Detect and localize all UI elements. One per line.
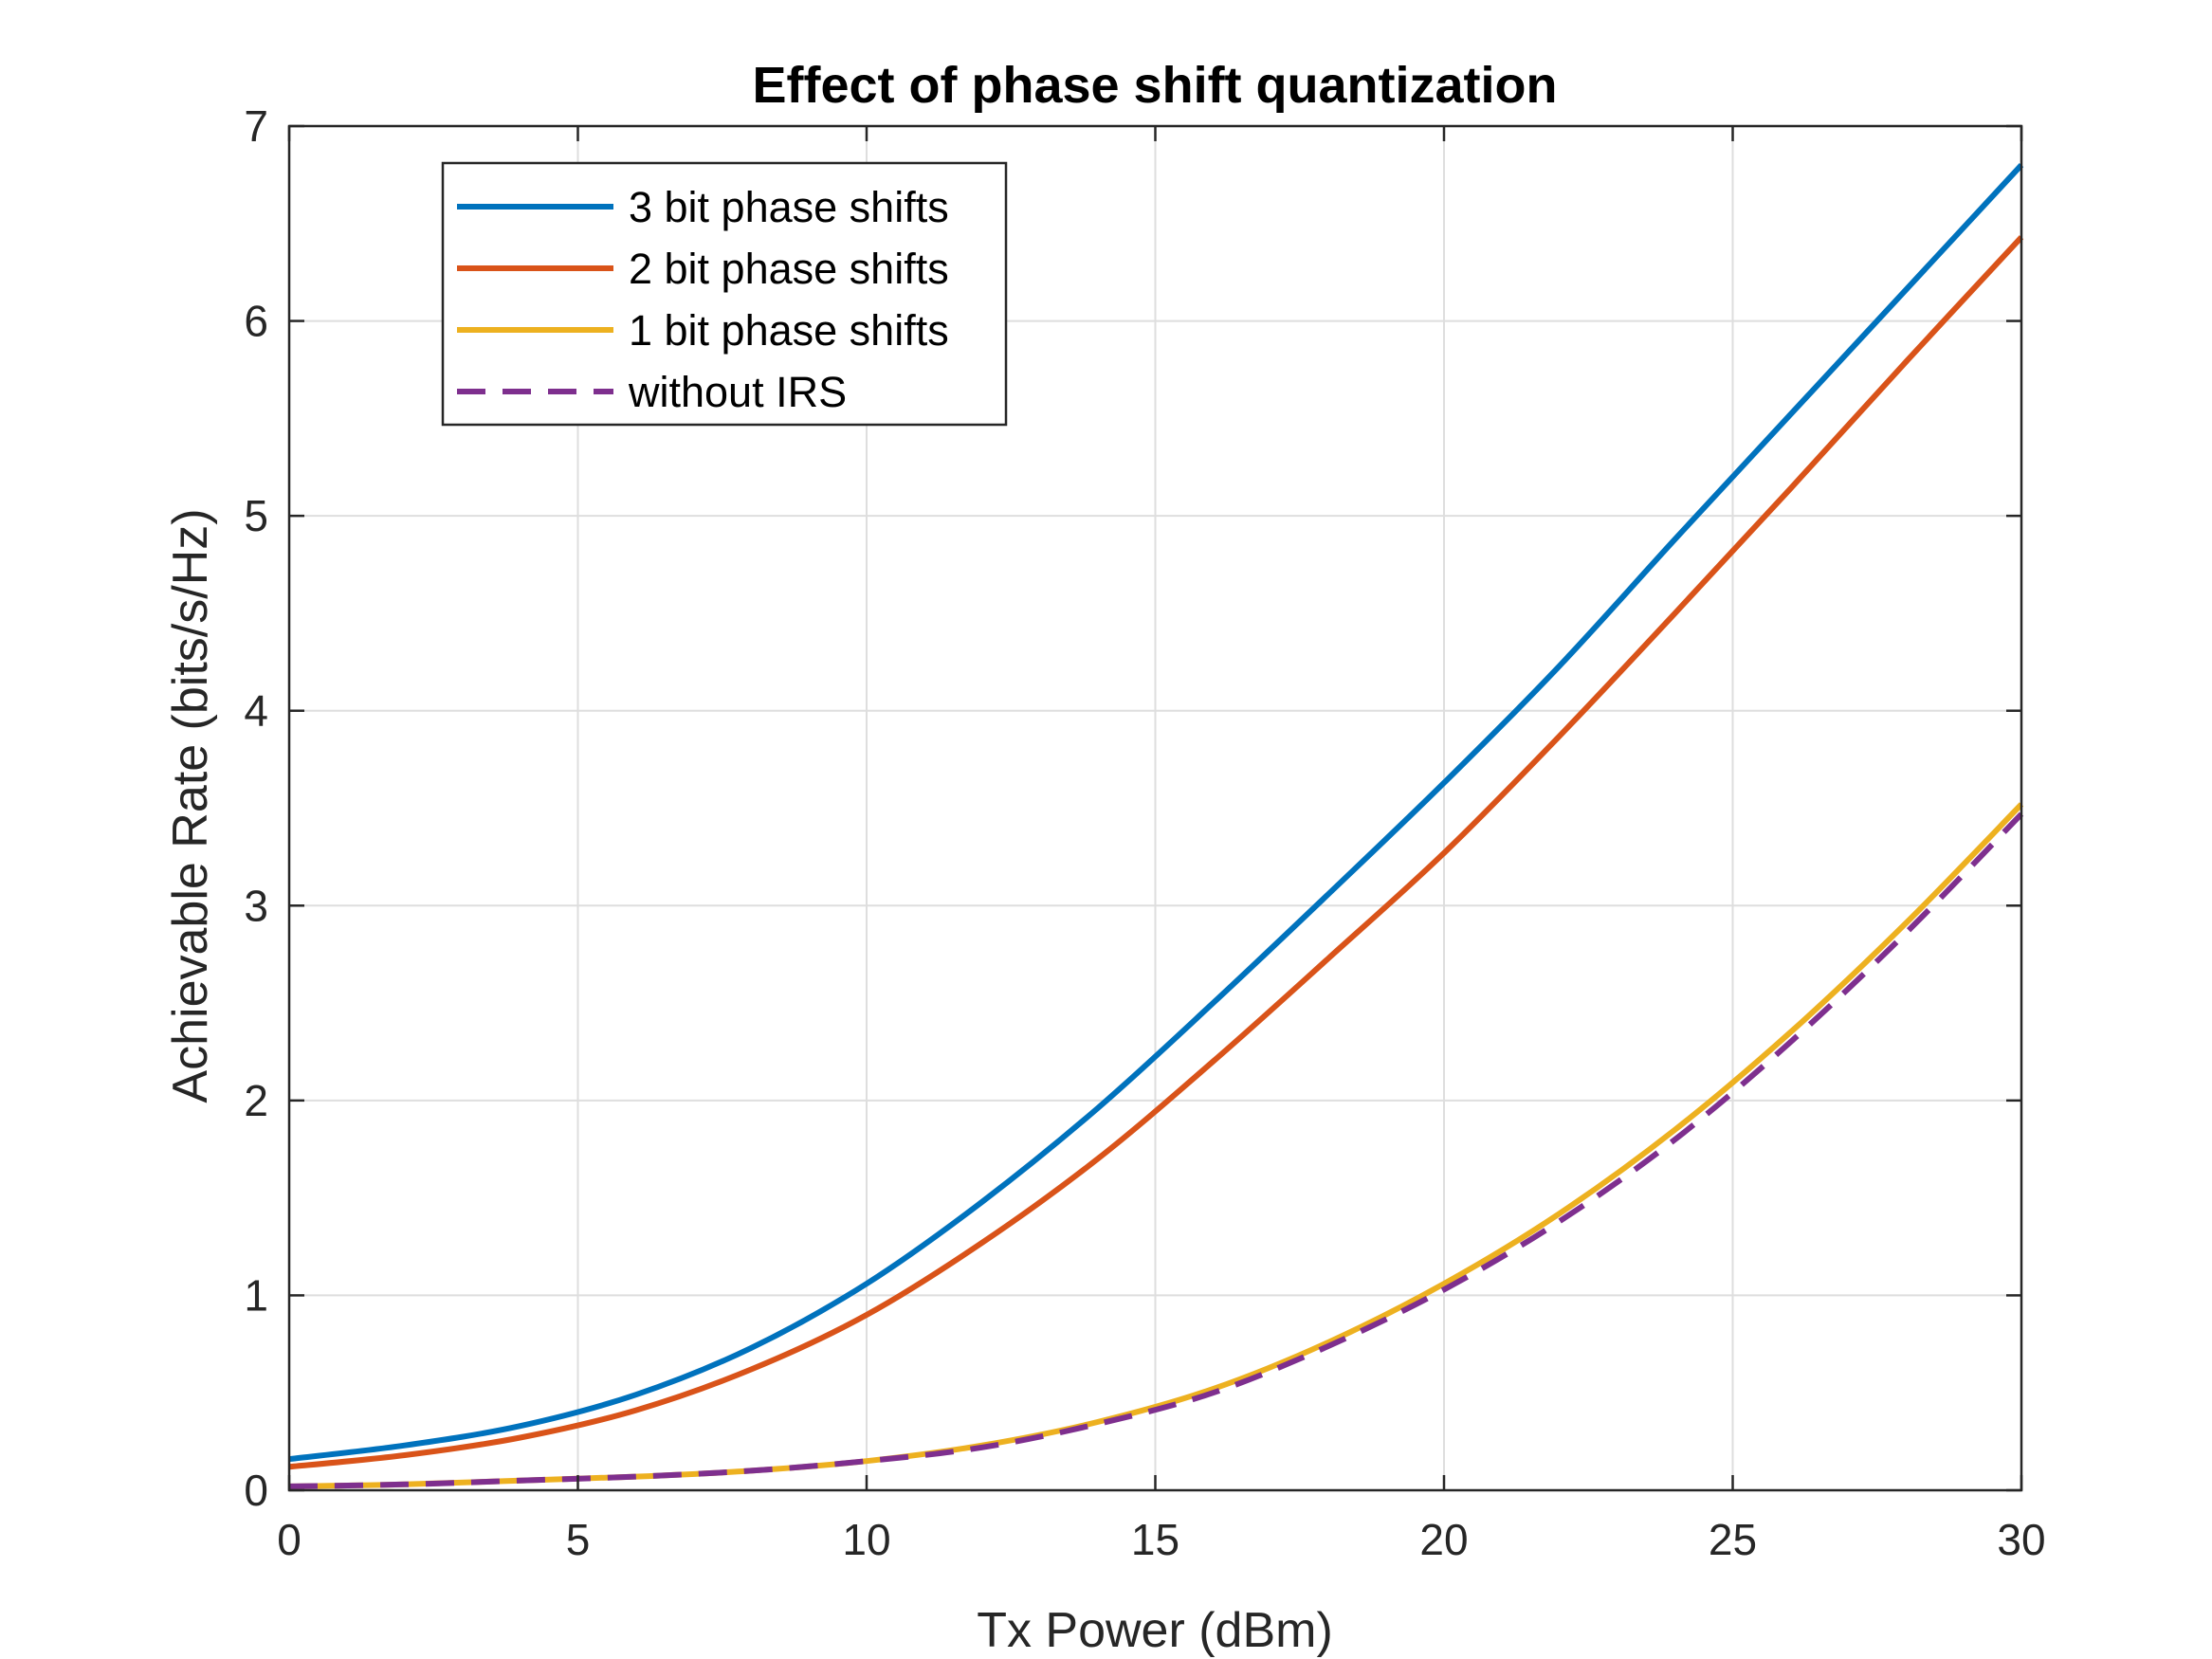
x-tick-label: 15 — [1131, 1515, 1179, 1564]
y-tick-label: 6 — [244, 297, 268, 346]
legend-label-4: without IRS — [628, 368, 847, 416]
x-tick-label: 30 — [1997, 1515, 2045, 1564]
legend-label-1: 3 bit phase shifts — [629, 183, 949, 231]
tick-labels: 0 5 10 15 20 25 30 0 1 2 3 4 5 6 7 — [244, 101, 2045, 1564]
x-tick-label: 25 — [1709, 1515, 1757, 1564]
legend: 3 bit phase shifts 2 bit phase shifts 1 bi… — [441, 161, 1008, 427]
y-tick-label: 4 — [244, 686, 268, 736]
chart-title: Effect of phase shift quantization — [752, 57, 1557, 114]
series-lines — [288, 163, 2024, 1489]
y-tick-label: 1 — [244, 1270, 268, 1320]
y-tick-label: 2 — [244, 1076, 268, 1125]
series-line-1 — [288, 163, 2024, 1463]
y-tick-label: 7 — [244, 101, 268, 151]
y-tick-label: 5 — [244, 491, 268, 540]
legend-label-2: 2 bit phase shifts — [629, 245, 949, 293]
axes — [287, 124, 2023, 1492]
legend-label-3: 1 bit phase shifts — [629, 306, 949, 355]
series-line-2 — [288, 235, 2024, 1470]
series-line-4 — [288, 811, 2024, 1489]
y-axis-label: Achievable Rate (bits/s/Hz) — [163, 508, 218, 1103]
y-tick-label: 3 — [244, 881, 268, 930]
x-tick-label: 5 — [566, 1515, 591, 1564]
x-tick-label: 20 — [1419, 1515, 1468, 1564]
y-tick-label: 0 — [244, 1466, 268, 1515]
x-axis-label: Tx Power (dBm) — [977, 1603, 1333, 1658]
x-tick-label: 0 — [277, 1515, 302, 1564]
x-tick-label: 10 — [842, 1515, 890, 1564]
